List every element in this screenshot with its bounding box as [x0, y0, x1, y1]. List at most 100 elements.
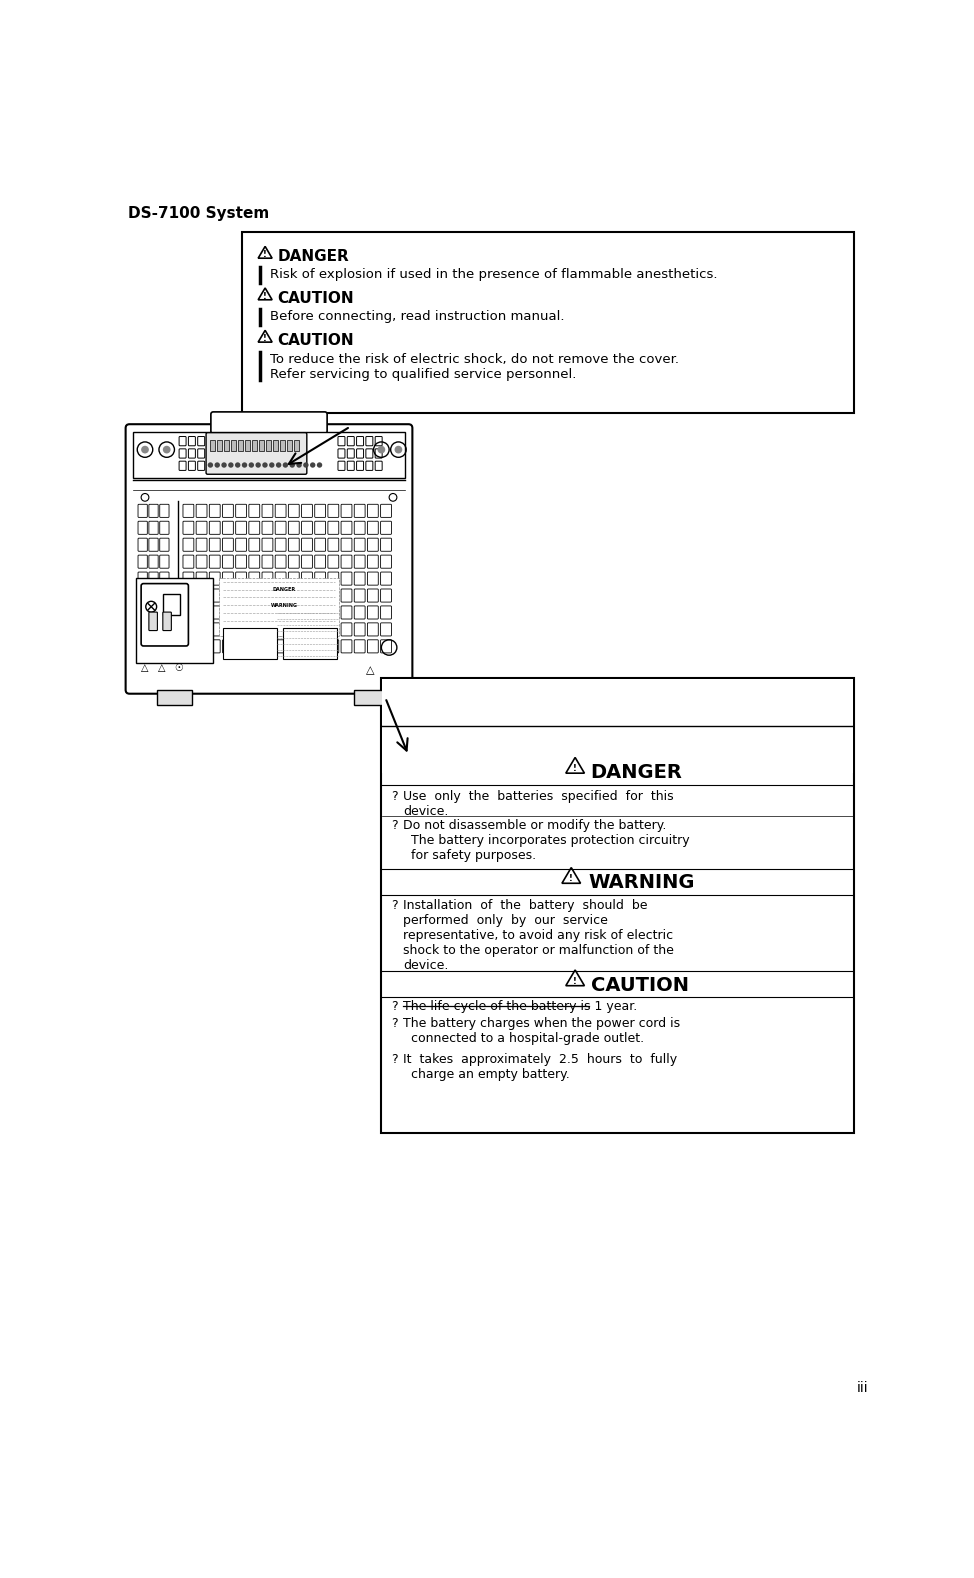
Text: ?: ?	[391, 898, 397, 912]
FancyBboxPatch shape	[216, 448, 223, 458]
FancyBboxPatch shape	[196, 639, 207, 653]
FancyBboxPatch shape	[245, 440, 250, 451]
FancyBboxPatch shape	[163, 593, 180, 615]
FancyBboxPatch shape	[341, 589, 352, 603]
FancyBboxPatch shape	[338, 437, 345, 445]
FancyBboxPatch shape	[262, 606, 273, 619]
Circle shape	[248, 462, 254, 467]
FancyBboxPatch shape	[196, 606, 207, 619]
FancyBboxPatch shape	[217, 440, 222, 451]
FancyBboxPatch shape	[315, 538, 325, 551]
FancyBboxPatch shape	[302, 606, 313, 619]
Text: ?: ?	[391, 1018, 397, 1030]
Circle shape	[163, 445, 170, 453]
FancyBboxPatch shape	[381, 623, 392, 636]
FancyBboxPatch shape	[216, 437, 223, 445]
FancyBboxPatch shape	[209, 623, 220, 636]
FancyBboxPatch shape	[276, 606, 286, 619]
Text: ?: ?	[391, 791, 397, 803]
Circle shape	[394, 445, 402, 453]
FancyBboxPatch shape	[367, 573, 378, 585]
FancyBboxPatch shape	[367, 639, 378, 653]
FancyBboxPatch shape	[281, 440, 284, 451]
Text: Use  only  the  batteries  specified  for  this
device.: Use only the batteries specified for thi…	[403, 791, 674, 817]
FancyBboxPatch shape	[236, 505, 246, 518]
FancyBboxPatch shape	[209, 555, 220, 568]
FancyBboxPatch shape	[276, 505, 286, 518]
FancyBboxPatch shape	[355, 623, 365, 636]
FancyBboxPatch shape	[302, 573, 313, 585]
FancyBboxPatch shape	[328, 538, 339, 551]
FancyBboxPatch shape	[160, 505, 169, 518]
FancyBboxPatch shape	[315, 639, 325, 653]
FancyBboxPatch shape	[276, 555, 286, 568]
FancyBboxPatch shape	[222, 628, 277, 660]
FancyBboxPatch shape	[160, 521, 169, 535]
FancyBboxPatch shape	[288, 639, 299, 653]
FancyBboxPatch shape	[262, 505, 273, 518]
FancyBboxPatch shape	[157, 690, 192, 705]
FancyBboxPatch shape	[276, 589, 286, 603]
Text: It  takes  approximately  2.5  hours  to  fully
  charge an empty battery.: It takes approximately 2.5 hours to full…	[403, 1053, 677, 1081]
FancyBboxPatch shape	[287, 440, 292, 451]
FancyBboxPatch shape	[207, 448, 214, 458]
FancyBboxPatch shape	[382, 679, 854, 1133]
FancyBboxPatch shape	[262, 521, 273, 535]
Text: !: !	[570, 874, 573, 884]
FancyBboxPatch shape	[262, 538, 273, 551]
Text: To reduce the risk of electric shock, do not remove the cover.
Refer servicing t: To reduce the risk of electric shock, do…	[270, 352, 679, 380]
FancyBboxPatch shape	[209, 521, 220, 535]
Text: ?: ?	[391, 1000, 397, 1013]
FancyBboxPatch shape	[160, 555, 169, 568]
FancyBboxPatch shape	[236, 606, 246, 619]
FancyBboxPatch shape	[196, 505, 207, 518]
FancyBboxPatch shape	[262, 589, 273, 603]
FancyBboxPatch shape	[341, 573, 352, 585]
FancyBboxPatch shape	[126, 424, 412, 694]
FancyBboxPatch shape	[381, 538, 392, 551]
FancyBboxPatch shape	[183, 521, 194, 535]
FancyBboxPatch shape	[348, 448, 355, 458]
FancyBboxPatch shape	[276, 573, 286, 585]
Circle shape	[235, 462, 241, 467]
FancyBboxPatch shape	[236, 538, 246, 551]
FancyBboxPatch shape	[209, 538, 220, 551]
FancyBboxPatch shape	[183, 606, 194, 619]
FancyBboxPatch shape	[232, 440, 236, 451]
FancyBboxPatch shape	[341, 555, 352, 568]
Circle shape	[310, 462, 316, 467]
FancyBboxPatch shape	[160, 606, 169, 619]
FancyBboxPatch shape	[248, 639, 260, 653]
Text: The life cycle of the battery is 1 year.: The life cycle of the battery is 1 year.	[403, 1000, 637, 1013]
FancyBboxPatch shape	[198, 461, 205, 470]
FancyBboxPatch shape	[288, 623, 299, 636]
Text: iii: iii	[857, 1381, 869, 1395]
FancyBboxPatch shape	[328, 606, 339, 619]
FancyBboxPatch shape	[366, 437, 373, 445]
FancyBboxPatch shape	[276, 623, 286, 636]
Circle shape	[221, 462, 227, 467]
FancyBboxPatch shape	[328, 623, 339, 636]
FancyBboxPatch shape	[328, 573, 339, 585]
FancyBboxPatch shape	[276, 521, 286, 535]
FancyBboxPatch shape	[355, 538, 365, 551]
FancyBboxPatch shape	[248, 589, 260, 603]
FancyBboxPatch shape	[209, 573, 220, 585]
FancyBboxPatch shape	[209, 589, 220, 603]
Circle shape	[242, 462, 247, 467]
FancyBboxPatch shape	[355, 690, 390, 705]
FancyBboxPatch shape	[138, 606, 147, 619]
FancyBboxPatch shape	[138, 555, 147, 568]
Circle shape	[296, 462, 302, 467]
FancyBboxPatch shape	[328, 589, 339, 603]
FancyBboxPatch shape	[149, 521, 158, 535]
Text: ?: ?	[391, 1053, 397, 1065]
FancyBboxPatch shape	[236, 623, 246, 636]
FancyBboxPatch shape	[160, 623, 169, 636]
FancyBboxPatch shape	[375, 448, 382, 458]
FancyBboxPatch shape	[356, 448, 363, 458]
Circle shape	[289, 462, 295, 467]
FancyBboxPatch shape	[183, 573, 194, 585]
Text: The battery charges when the power cord is
  connected to a hospital-grade outle: The battery charges when the power cord …	[403, 1018, 680, 1045]
FancyBboxPatch shape	[262, 623, 273, 636]
